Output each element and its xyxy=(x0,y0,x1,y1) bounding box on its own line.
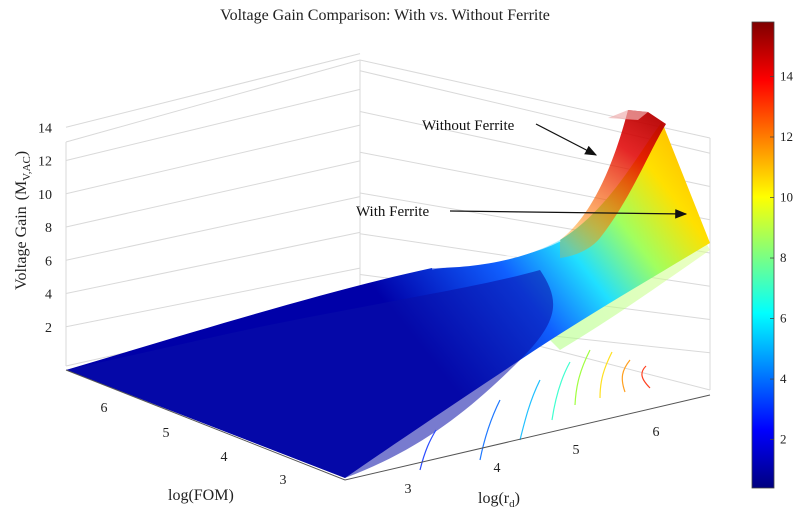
fom-tick-label: 4 xyxy=(221,450,228,465)
z-tick-label: 12 xyxy=(38,155,52,170)
fom-tick-label: 5 xyxy=(163,426,170,441)
contour-line xyxy=(641,365,651,389)
z-gridline xyxy=(65,231,361,294)
colorbar-tick-label: 4 xyxy=(780,371,787,386)
contour-line xyxy=(551,361,571,421)
rd-tick-label: 5 xyxy=(573,443,580,458)
z-axis: 2 4 6 8 10 12 14 xyxy=(38,53,711,354)
x-axis-label: log(FOM) xyxy=(168,487,234,504)
y-axis-label: log(rd) xyxy=(478,490,520,510)
annotation-arrow-with xyxy=(449,209,688,219)
surface-with-ferrite-front xyxy=(66,270,554,478)
z-axis-label: Voltage Gain(MV,AC) xyxy=(13,151,33,290)
rd-axis: 3 4 5 6 xyxy=(405,425,660,497)
z-tick-label: 8 xyxy=(45,221,52,236)
rd-tick-label: 4 xyxy=(494,461,501,476)
z-tick-label: 10 xyxy=(38,188,52,203)
z-tick-label: 4 xyxy=(45,288,52,303)
surface-without-ferrite xyxy=(560,110,666,258)
fom-tick-label: 6 xyxy=(101,401,108,416)
contour-line xyxy=(519,379,541,441)
surface-ridge-highlight xyxy=(431,238,561,270)
rd-tick-label: 6 xyxy=(653,425,660,440)
colorbar-tick-label: 12 xyxy=(780,129,793,144)
floor-contours xyxy=(419,349,651,471)
annotation-with-ferrite: With Ferrite xyxy=(356,204,429,220)
rd-tick-label: 3 xyxy=(405,482,412,497)
axes-frame xyxy=(65,369,711,481)
colorbar: 2 4 6 8 10 12 14 xyxy=(751,21,794,489)
colorbar-tick-label: 10 xyxy=(780,190,793,205)
z-gridline xyxy=(65,124,361,195)
colorbar-gradient xyxy=(751,21,775,489)
surface-plot xyxy=(66,110,710,478)
z-tick-label: 14 xyxy=(38,121,52,136)
z-gridline xyxy=(65,53,361,128)
z-tick-label: 6 xyxy=(45,254,52,269)
chart-title: Voltage Gain Comparison: With vs. Withou… xyxy=(220,7,550,24)
colorbar-tick-label: 8 xyxy=(780,250,787,265)
annotation-without-ferrite: Without Ferrite xyxy=(422,118,515,134)
z-gridline xyxy=(65,160,361,228)
colorbar-tick-label: 6 xyxy=(780,311,787,326)
contour-line xyxy=(419,429,437,471)
colorbar-tick-label: 2 xyxy=(780,432,787,447)
z-gridline xyxy=(65,267,361,328)
colorbar-tick-label: 14 xyxy=(780,68,794,83)
z-tick-label: 2 xyxy=(45,321,52,336)
annotation-arrow-without xyxy=(535,123,598,156)
annotations: Without Ferrite With Ferrite xyxy=(356,118,688,220)
contour-line xyxy=(479,399,501,461)
surface-without-ferrite-top xyxy=(608,110,648,120)
z-gridline xyxy=(65,88,361,161)
contour-line xyxy=(574,349,591,406)
fom-axis: 6 5 4 3 xyxy=(101,401,287,488)
z-gridline xyxy=(65,196,361,261)
contour-line xyxy=(599,351,613,399)
contour-line xyxy=(621,359,631,393)
fom-tick-label: 3 xyxy=(280,473,287,488)
